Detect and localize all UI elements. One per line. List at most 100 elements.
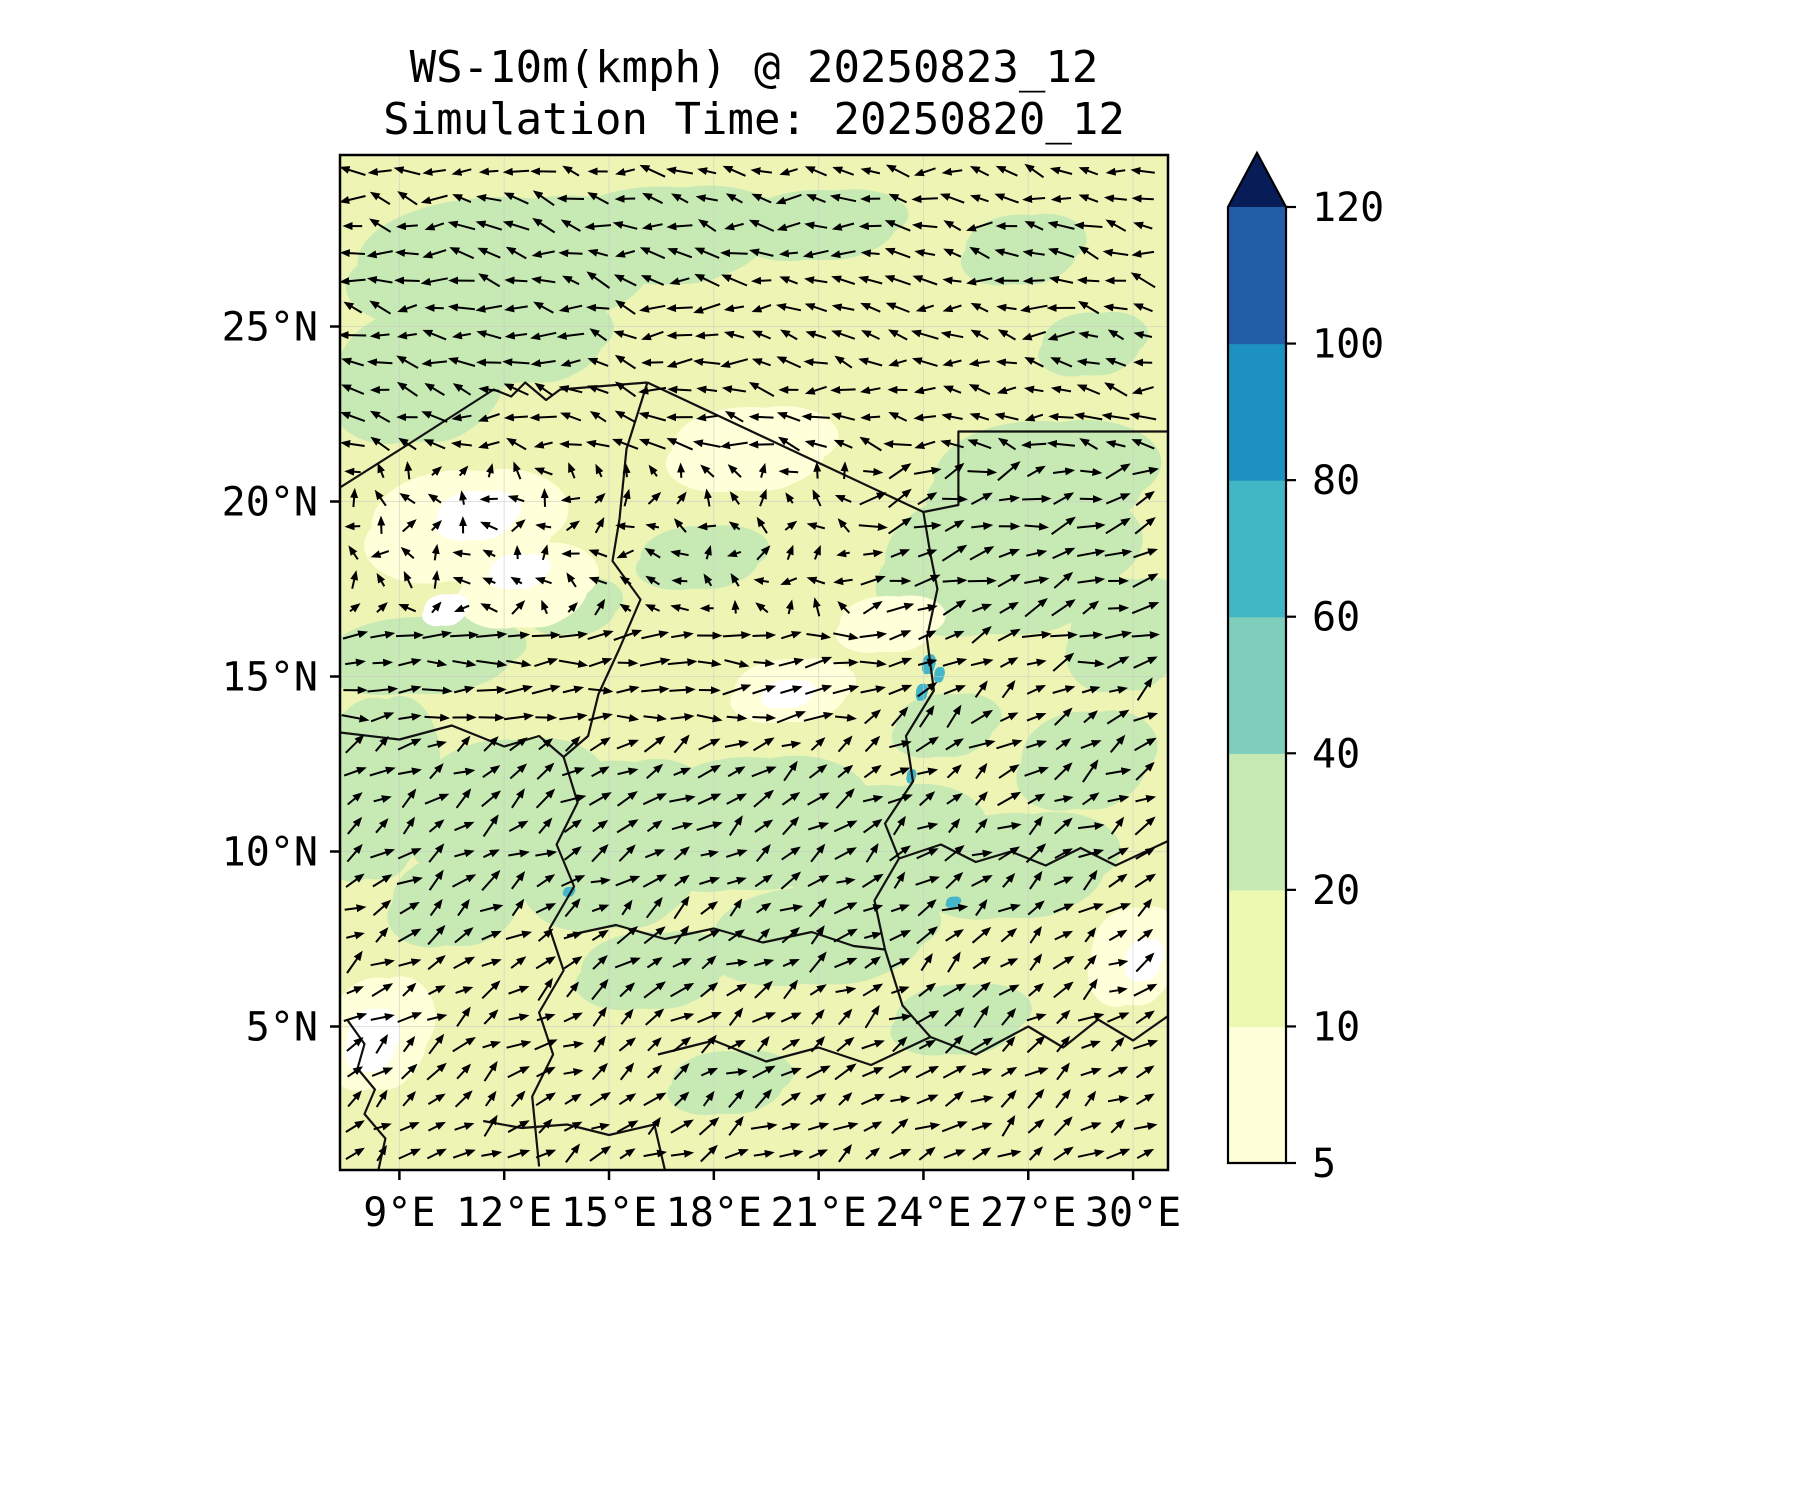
wind-arrow [1078, 903, 1104, 914]
wind-arrow [454, 1122, 475, 1131]
wind-arrow [507, 1149, 531, 1159]
wind-arrow [967, 439, 992, 450]
wind-arrow [428, 843, 445, 863]
wind-arrow [1077, 659, 1105, 668]
wind-arrow [340, 411, 366, 423]
wind-arrow [568, 462, 576, 479]
wind-arrow [1105, 493, 1131, 505]
wind-arrow [970, 1095, 994, 1103]
wind-arrow [1107, 329, 1125, 341]
wind-arrow [588, 657, 613, 668]
colorbar-segment [1228, 1026, 1286, 1164]
wind-arrow [865, 1147, 881, 1160]
wind-arrow [1029, 870, 1043, 890]
wind-arrow [535, 1149, 557, 1159]
wind-arrow [1074, 412, 1103, 421]
wind-arrow [1027, 900, 1045, 916]
wind-arrow [503, 383, 529, 396]
wind-arrow [563, 819, 583, 834]
colorbar-tick-label: 20 [1312, 868, 1360, 914]
wind-arrow [917, 822, 939, 830]
wind-arrow [887, 329, 908, 341]
wind-arrow [945, 871, 964, 890]
wind-arrow [752, 713, 777, 722]
wind-arrow [998, 764, 1020, 779]
wind-arrow [402, 816, 416, 835]
wind-arrow [1052, 652, 1075, 672]
wind-arrow [511, 898, 525, 917]
speed-patch [936, 673, 943, 683]
wind-arrow [375, 818, 389, 834]
wind-arrow [564, 898, 581, 918]
wind-arrow [1000, 1066, 1018, 1078]
wind-arrow [915, 304, 935, 313]
wind-arrow [915, 1065, 940, 1079]
wind-arrow [534, 1039, 558, 1051]
wind-arrow [673, 1062, 690, 1081]
wind-arrow [505, 246, 527, 260]
wind-arrow [728, 929, 746, 942]
wind-arrow [647, 1116, 661, 1135]
wind-arrow [720, 358, 749, 368]
wind-arrow [695, 331, 719, 340]
wind-arrow [917, 492, 938, 506]
wind-arrow [537, 928, 554, 942]
wind-arrow [481, 790, 502, 808]
wind-arrow [641, 222, 663, 231]
wind-arrow [751, 766, 777, 778]
wind-arrow [1134, 516, 1156, 535]
wind-arrow [452, 576, 471, 585]
wind-arrow [476, 659, 508, 668]
wind-arrow [785, 599, 794, 615]
wind-arrow [917, 899, 937, 917]
wind-arrow [424, 713, 451, 722]
wind-arrow [919, 791, 936, 807]
wind-arrow [534, 577, 552, 585]
wind-arrow [999, 601, 1019, 614]
wind-arrow [1107, 1095, 1130, 1104]
wind-arrow [838, 1144, 852, 1163]
wind-arrow [536, 1066, 556, 1078]
wind-arrow [540, 544, 549, 561]
wind-arrow [1053, 492, 1075, 505]
wind-arrow [971, 626, 992, 644]
wind-arrow [1022, 194, 1046, 203]
wind-arrow [422, 329, 447, 341]
wind-arrow [700, 1067, 719, 1077]
wind-arrow [427, 493, 442, 504]
wind-arrow [859, 630, 888, 639]
wind-arrow [347, 1090, 362, 1108]
wind-arrow [972, 981, 991, 998]
wind-arrow [562, 165, 580, 177]
wind-arrow [670, 604, 689, 612]
wind-arrow [421, 359, 448, 367]
wind-arrow [885, 302, 910, 313]
wind-arrow [888, 463, 912, 480]
wind-arrow [832, 166, 855, 176]
wind-arrow [370, 712, 395, 723]
wind-arrow [370, 958, 395, 967]
wind-arrow [781, 1092, 801, 1107]
wind-arrow [863, 904, 884, 912]
wind-arrow [833, 820, 858, 833]
wind-arrow [971, 926, 992, 944]
wind-arrow [1108, 958, 1129, 967]
wind-arrow [864, 709, 882, 725]
wind-arrow [941, 1121, 968, 1133]
wind-arrow [587, 357, 609, 367]
wind-arrow [887, 794, 913, 804]
wind-arrow [802, 249, 829, 259]
wind-arrow [538, 1118, 553, 1134]
wind-arrow [1026, 740, 1048, 749]
wind-arrow [831, 275, 856, 285]
wind-arrow [722, 684, 752, 696]
wind-arrow [724, 659, 750, 668]
wind-arrow [619, 576, 632, 586]
wind-arrow [428, 985, 446, 996]
wind-arrow [971, 1122, 993, 1131]
wind-arrow [752, 1065, 776, 1079]
speed-patch [949, 901, 959, 908]
wind-arrow [1108, 1066, 1129, 1078]
wind-arrow [941, 544, 968, 562]
wind-arrow [400, 546, 415, 560]
